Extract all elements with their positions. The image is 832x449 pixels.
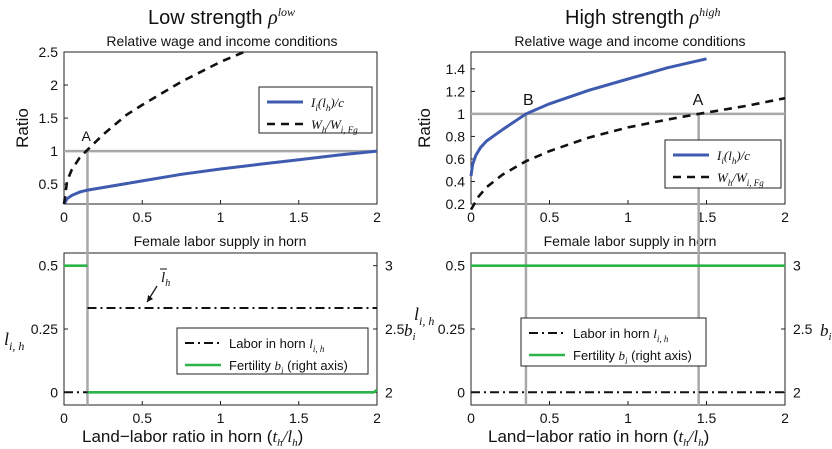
hb-ytick-right-label: 2.5 (793, 321, 813, 337)
low-bottom-legend-label-0: Labor in horn li, h (229, 336, 325, 354)
low-bottom-ylabel-right: bi (404, 321, 416, 343)
lt-ytick-label: 2.5 (39, 44, 59, 60)
ht-ytick-label: 0.4 (446, 173, 466, 189)
hb-ytick-right-label: 2 (793, 384, 801, 400)
ht-ytick-label: 0.8 (446, 128, 466, 144)
lt-xtick-label: 1 (217, 209, 225, 225)
lb-xtick-label: 0.5 (133, 410, 153, 426)
hb-xtick-label: 0.5 (540, 410, 560, 426)
low-xlabel: Land−labor ratio in horn (th/lh) (82, 427, 303, 449)
lb-xtick-label: 1 (217, 410, 225, 426)
high-bottom-legend-label-0: Labor in horn li, h (573, 326, 669, 344)
low-bottom-legend-label-1: Fertility bi (right axis) (229, 358, 348, 376)
lb-ytick-right-label: 2 (385, 384, 393, 400)
ht-series-0 (469, 57, 707, 177)
high-title: High strength ρhigh (565, 5, 720, 29)
lbar-arrow-head (147, 295, 154, 302)
high-point-B: B (523, 92, 534, 109)
lb-xtick-label: 0 (60, 410, 68, 426)
low-bottom-ylabel-left: li, h (4, 329, 24, 353)
lt-ytick-label: 1 (50, 143, 58, 159)
low-top-legend-label-0: Ii(lh)/c (310, 95, 344, 113)
low-bottom-legend-box (176, 327, 369, 375)
lb-ytick-label: 0 (50, 384, 58, 400)
lt-series-0 (62, 149, 378, 205)
lb-ytick-label: 0.5 (39, 258, 59, 274)
lb-ytick-label: 0.25 (31, 321, 58, 337)
lt-ytick-label: 1.5 (39, 110, 59, 126)
hb-xtick-label: 1 (624, 410, 632, 426)
ht-xtick-label: 2 (781, 209, 789, 225)
lt-ytick-label: 0.5 (39, 176, 59, 192)
low-title: Low strength ρlow (148, 5, 295, 29)
ht-ytick-label: 1 (457, 106, 465, 122)
lt-ytick-label: 2 (50, 77, 58, 93)
hb-ytick-label: 0.25 (438, 321, 465, 337)
hb-xtick-label: 0 (467, 410, 475, 426)
ht-ytick-label: 0.2 (446, 196, 466, 212)
low-top-legend-box (258, 86, 373, 134)
ht-xtick-label: 1 (624, 209, 632, 225)
hb-ytick-label: 0.5 (446, 258, 466, 274)
high-xlabel: Land−labor ratio in horn (th/lh) (488, 427, 709, 449)
high-top-legend-label-1: Wh/Wi, Fg (717, 170, 764, 188)
lt-series-1 (62, 50, 245, 205)
low-point-A: A (81, 128, 91, 144)
high-bottom-subtitle: Female labor supply in horn (544, 233, 717, 249)
high-bottom-ylabel-right: bi (820, 321, 832, 343)
hb-ytick-label: 0 (457, 384, 465, 400)
low-top-ylabel: Ratio (13, 108, 32, 148)
low-top-subtitle: Relative wage and income conditions (106, 33, 337, 49)
lb-xtick-label: 1.5 (289, 410, 309, 426)
ht-xtick-label: 1.5 (697, 209, 717, 225)
hb-xtick-label: 2 (781, 410, 789, 426)
high-point-A: A (693, 92, 704, 109)
high-top-ylabel: Ratio (415, 108, 434, 148)
high-bottom-legend-box (520, 317, 707, 367)
lt-xtick-label: 1.5 (289, 209, 309, 225)
lt-xtick-label: 0.5 (133, 209, 153, 225)
hb-ytick-right-label: 3 (793, 258, 801, 274)
low-bottom-subtitle: Female labor supply in horn (134, 233, 307, 249)
high-top-legend-box (664, 139, 782, 189)
lt-xtick-label: 0 (60, 209, 68, 225)
ht-xtick-label: 0 (467, 209, 475, 225)
lt-xtick-label: 2 (373, 209, 381, 225)
ht-xtick-label: 0.5 (540, 209, 560, 225)
high-top-subtitle: Relative wage and income conditions (514, 33, 745, 49)
ht-ytick-label: 1.4 (446, 61, 466, 77)
lbar-label: lh (161, 270, 170, 289)
lb-ytick-right-label: 2.5 (385, 321, 405, 337)
low-top-legend-label-1: Wh/Wi, Fg (311, 117, 358, 135)
high-top-legend-label-0: Ii(lh)/c (716, 148, 750, 166)
lb-fert-seg2 (87, 388, 378, 394)
ht-ytick-label: 1.2 (446, 83, 466, 99)
lb-xtick-label: 2 (373, 410, 381, 426)
ht-ytick-label: 0.6 (446, 151, 466, 167)
high-bottom-legend-label-1: Fertility bi (right axis) (573, 348, 692, 366)
hb-xtick-label: 1.5 (697, 410, 717, 426)
lb-ytick-right-label: 3 (385, 258, 393, 274)
chart-marks: 0 0.5 1 1.5 2 0 0.5 1 1.5 2 0 0.5 1 1.5 2 0 0.5 1 1.5 2 0.5 1… (31, 44, 813, 426)
high-bottom-ylabel-left: li, h (414, 304, 434, 328)
